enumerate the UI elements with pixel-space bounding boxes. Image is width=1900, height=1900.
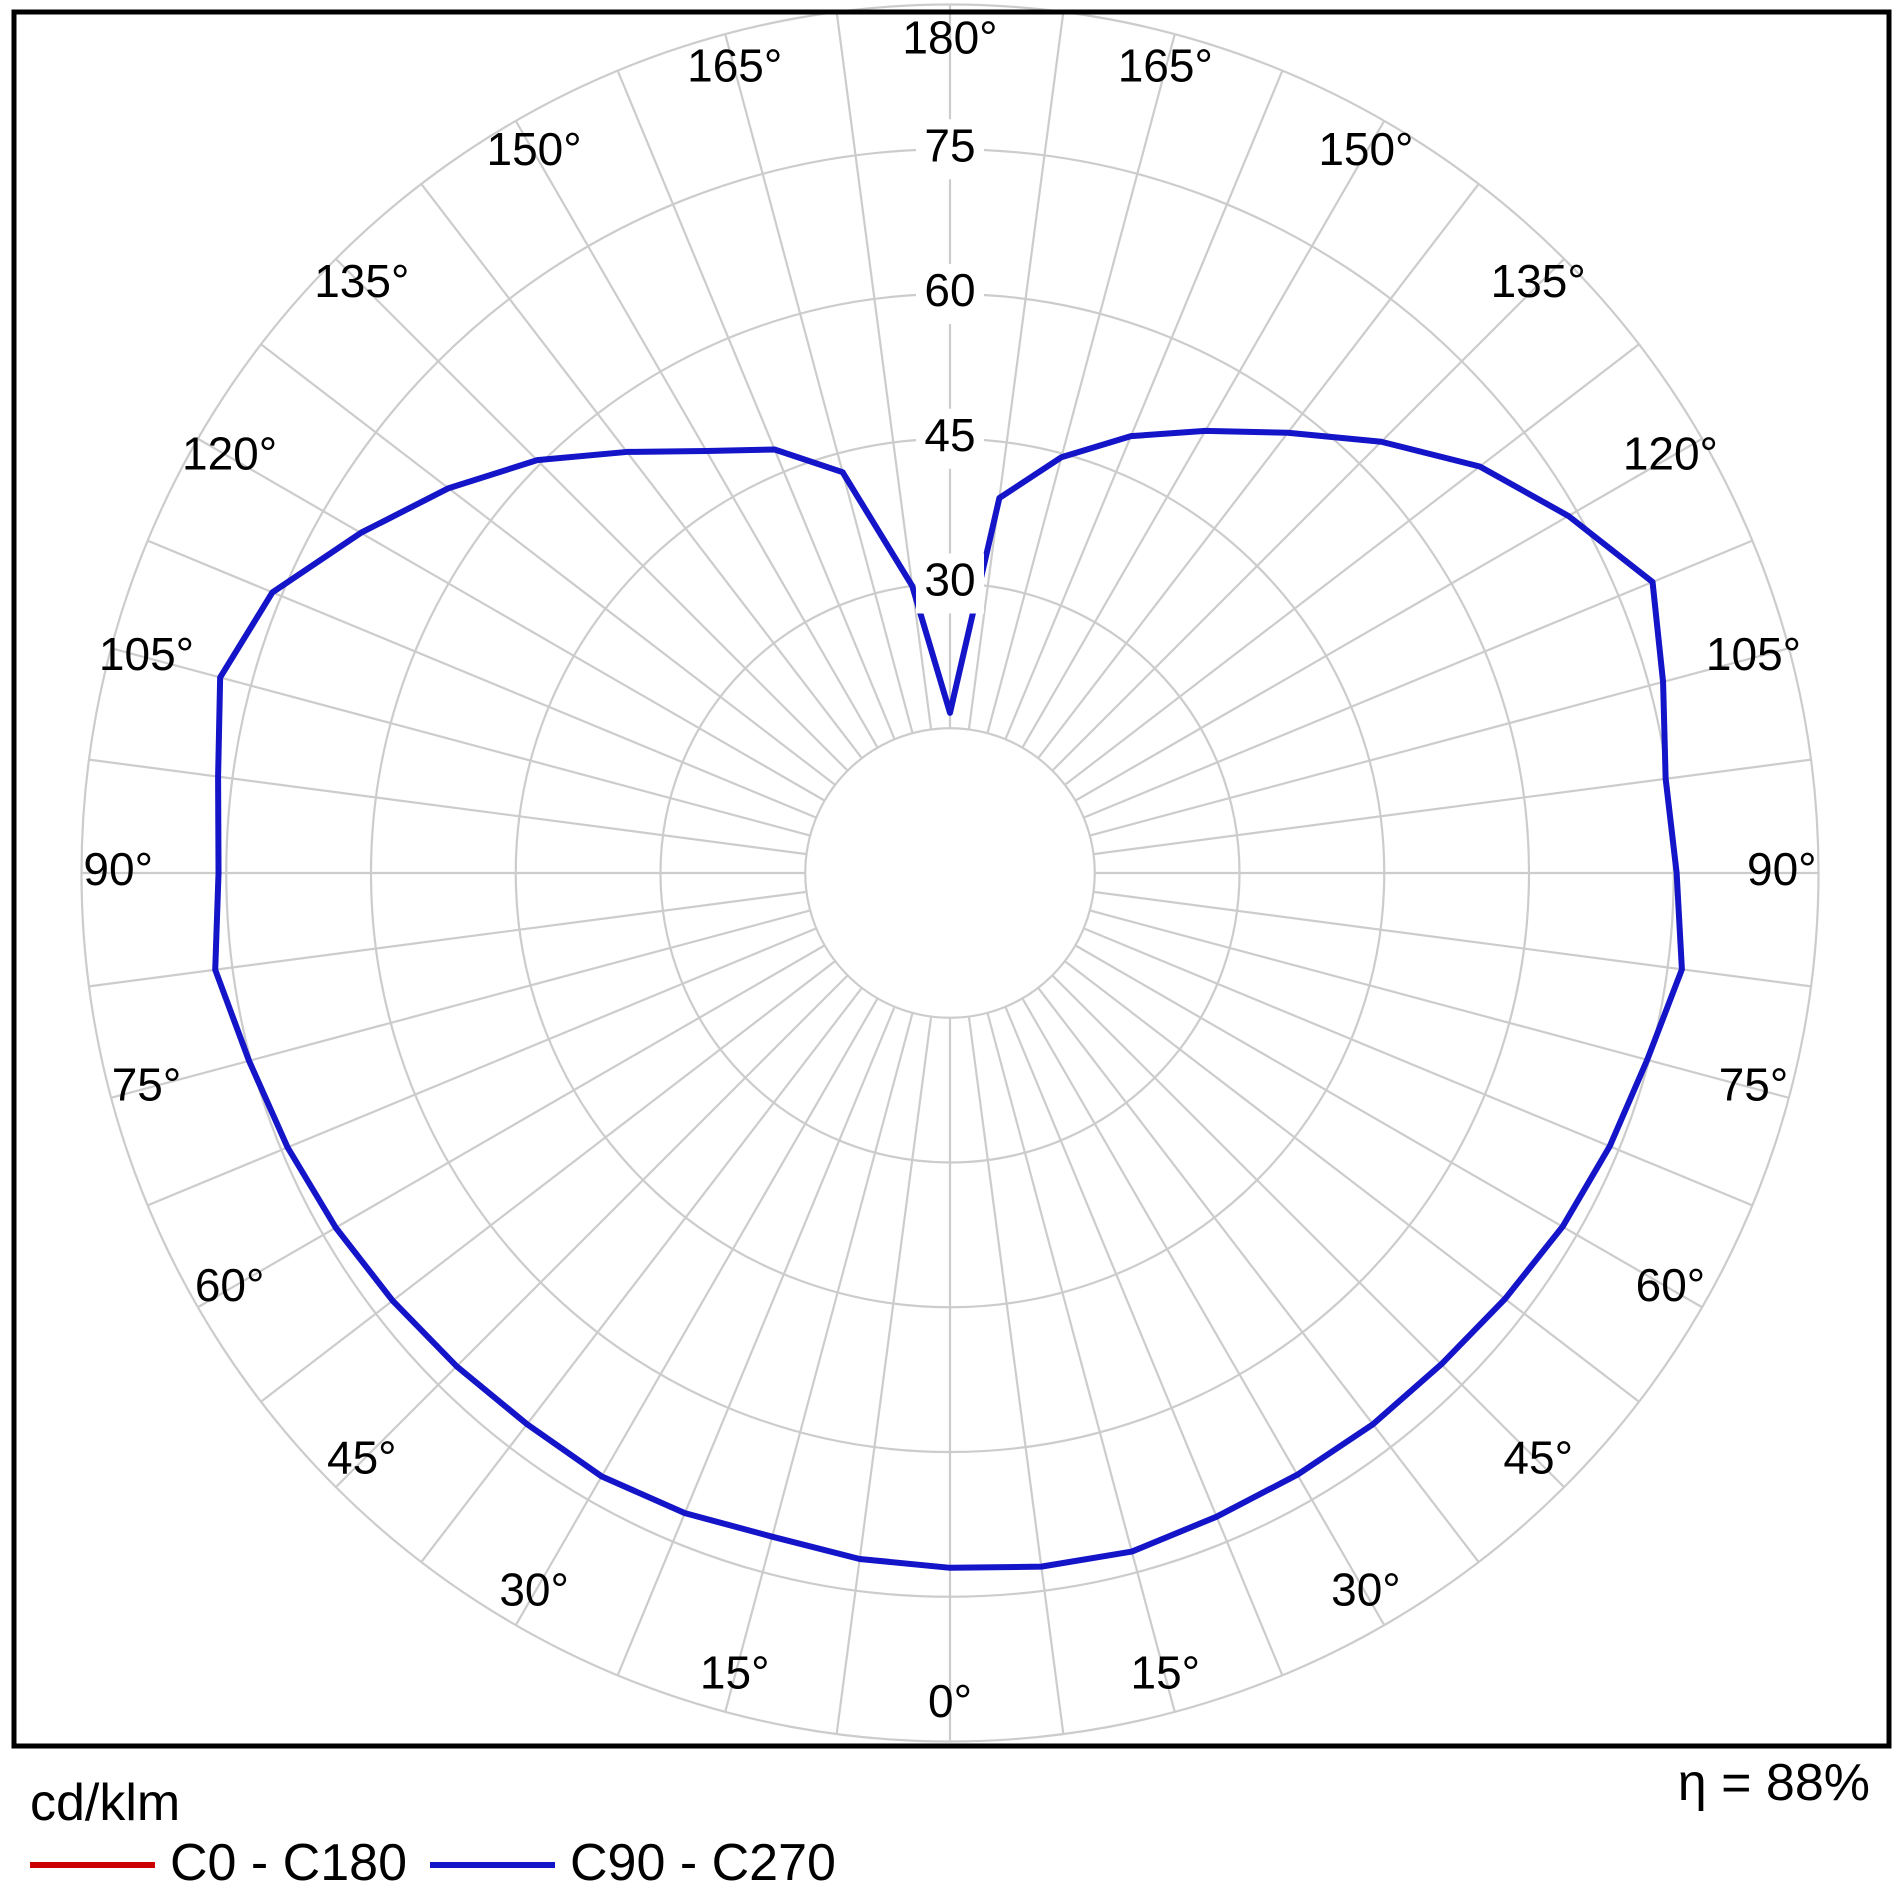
svg-text:C0 - C180: C0 - C180 [170, 1834, 407, 1892]
svg-text:105°: 105° [1706, 628, 1801, 680]
svg-text:15°: 15° [1131, 1647, 1201, 1699]
svg-text:135°: 135° [1491, 255, 1586, 307]
svg-text:η = 88%: η = 88% [1678, 1754, 1870, 1812]
svg-text:C90 - C270: C90 - C270 [570, 1834, 836, 1892]
svg-text:75°: 75° [112, 1058, 182, 1110]
svg-text:60°: 60° [195, 1259, 265, 1311]
svg-text:150°: 150° [1318, 123, 1413, 175]
svg-text:30°: 30° [499, 1564, 569, 1616]
svg-text:165°: 165° [1118, 40, 1213, 92]
svg-text:75: 75 [924, 119, 975, 171]
svg-text:180°: 180° [902, 11, 997, 63]
svg-text:165°: 165° [687, 40, 782, 92]
svg-text:cd/klm: cd/klm [30, 1774, 180, 1832]
svg-text:15°: 15° [700, 1647, 770, 1699]
svg-text:150°: 150° [487, 123, 582, 175]
svg-text:105°: 105° [99, 628, 194, 680]
svg-text:75°: 75° [1719, 1058, 1789, 1110]
svg-text:30°: 30° [1331, 1564, 1401, 1616]
svg-text:30: 30 [924, 554, 975, 606]
svg-text:90°: 90° [83, 843, 153, 895]
svg-text:90°: 90° [1747, 843, 1817, 895]
svg-text:45: 45 [924, 409, 975, 461]
svg-text:60: 60 [924, 264, 975, 316]
svg-text:0°: 0° [928, 1675, 972, 1727]
svg-text:60°: 60° [1636, 1259, 1706, 1311]
svg-text:120°: 120° [182, 427, 277, 479]
svg-text:135°: 135° [314, 255, 409, 307]
svg-text:45°: 45° [327, 1431, 397, 1483]
svg-text:120°: 120° [1623, 427, 1718, 479]
svg-text:45°: 45° [1503, 1431, 1573, 1483]
